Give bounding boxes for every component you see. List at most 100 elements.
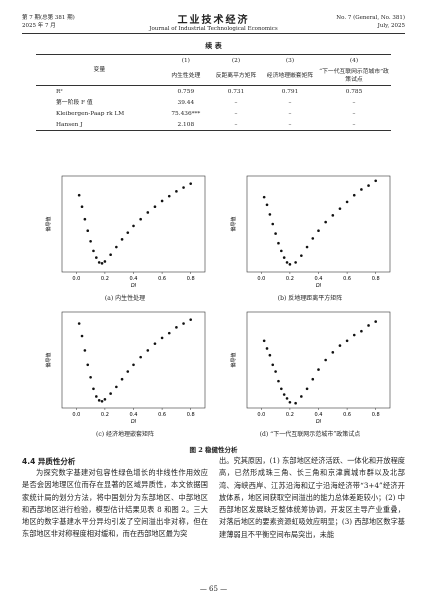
point [182, 322, 185, 325]
point [103, 260, 107, 263]
x-tick-label: 0.8 [187, 412, 195, 418]
point [139, 217, 142, 221]
point [182, 186, 185, 189]
cell: 0.785 [345, 88, 363, 95]
point [100, 262, 104, 265]
point [146, 211, 150, 214]
cell: 0.731 [227, 88, 245, 95]
point [126, 231, 130, 234]
point [160, 199, 164, 203]
date-en: July, 2025 [377, 23, 405, 29]
cell: “下一代互联网示范城市”政策试点 [319, 68, 389, 83]
point [167, 194, 171, 198]
scatter-plot: 0.0 0.2 0.4 0.6 0.8 DI 偏导值 [230, 175, 391, 289]
scatter-plot: 0.0 0.2 0.4 0.6 0.8 DI 偏导值 [45, 175, 206, 289]
table-row: Hansen J 2.108 – – – [36, 119, 391, 131]
point [280, 249, 283, 253]
x-tick-label: 0.4 [130, 412, 138, 418]
point [80, 334, 84, 338]
point [352, 333, 356, 337]
point [360, 188, 363, 191]
column-left: 为探究数字基建对包容性绿色增长的非线性作用效应是否会因地理区位而存在显著的区域异… [22, 467, 208, 541]
x-axis-label: DI [131, 419, 137, 425]
cell: 0.759 [177, 88, 195, 95]
point [95, 256, 98, 259]
cell: 0.791 [281, 88, 299, 95]
point [175, 326, 178, 329]
subfigure-caption: (a) 内生性处理 [104, 295, 146, 302]
table-row: R² 0.759 0.731 0.791 0.785 [36, 86, 391, 98]
page-number: — 65 — [199, 585, 228, 593]
point [294, 261, 297, 264]
point [288, 263, 292, 266]
cell: 39.44 [177, 99, 195, 106]
issue: 第 7 期(总第 381 期) [22, 15, 75, 21]
table-header: 变量 (1) (2) (3) (4) [36, 54, 391, 86]
point [300, 395, 303, 398]
axes-frame [61, 311, 206, 409]
point [77, 193, 81, 197]
point [367, 324, 370, 327]
cell: 反距离平方矩阵 [215, 72, 257, 79]
point [324, 220, 327, 224]
point [109, 392, 112, 395]
cell: 2.108 [177, 121, 195, 128]
point [268, 213, 272, 216]
subfigure-caption: (d) “下一代互联网示范城市”政策试点 [259, 431, 361, 438]
paragraph: 出。究其原因，(1) 东部地区经济活跃、一体化和开放程度高，已然形成珠三角、长三… [219, 456, 405, 539]
cell: – [352, 110, 356, 117]
cell: 第一阶段 F 值 [56, 99, 93, 106]
point [282, 393, 286, 396]
point [285, 261, 289, 264]
point [265, 203, 269, 207]
point [95, 395, 98, 398]
point [367, 184, 370, 187]
y-axis-label: 偏导值 [230, 216, 237, 231]
x-tick-label: 0.6 [158, 276, 166, 282]
x-tick-label: 0.2 [101, 276, 109, 282]
point [189, 318, 192, 321]
cell: – [234, 110, 238, 117]
point [89, 239, 92, 243]
point [274, 232, 277, 235]
point [109, 253, 112, 257]
x-tick-label: 0.0 [72, 276, 80, 282]
scatter-plot: 0.0 0.2 0.4 0.6 0.8 DI 偏导值 [45, 311, 206, 425]
header-rule [22, 33, 405, 34]
subfigure-caption: (b) 反地理距离平方矩阵 [277, 295, 343, 302]
table-title: 续 表 [205, 41, 222, 50]
cell: (1) [181, 57, 190, 64]
x-axis-label: DI [316, 419, 322, 425]
point [262, 195, 266, 199]
cell: (2) [231, 57, 241, 64]
point [280, 387, 283, 391]
point [80, 205, 84, 209]
point [103, 398, 107, 401]
y-axis-label: 偏导值 [45, 216, 52, 231]
section-heading: 4.4 异质性分析 [22, 457, 76, 466]
x-tick-label: 0.4 [315, 276, 323, 282]
cell: 经济地理嵌套矩阵 [266, 72, 314, 79]
point [89, 375, 92, 379]
point [120, 377, 124, 381]
x-axis-label: DI [131, 283, 137, 289]
cell: Hansen J [56, 121, 83, 128]
cell: Kleibergen-Paap rk LM [56, 110, 125, 117]
point [305, 387, 309, 391]
cell: – [352, 99, 356, 106]
point [274, 370, 277, 373]
point [288, 400, 292, 404]
point [86, 229, 90, 233]
point [97, 261, 101, 264]
point [86, 363, 90, 367]
x-tick-label: 0.6 [343, 412, 351, 418]
cell: – [288, 99, 292, 106]
point [345, 200, 349, 204]
subfigure-caption: (c) 经济地理嵌套矩阵 [96, 431, 154, 438]
point [305, 245, 309, 249]
x-tick-label: 0.8 [187, 276, 195, 282]
cell: – [234, 121, 238, 128]
point [285, 397, 289, 400]
point [271, 222, 275, 226]
journal-subtitle: Journal of Industrial Technological Econ… [149, 26, 278, 32]
